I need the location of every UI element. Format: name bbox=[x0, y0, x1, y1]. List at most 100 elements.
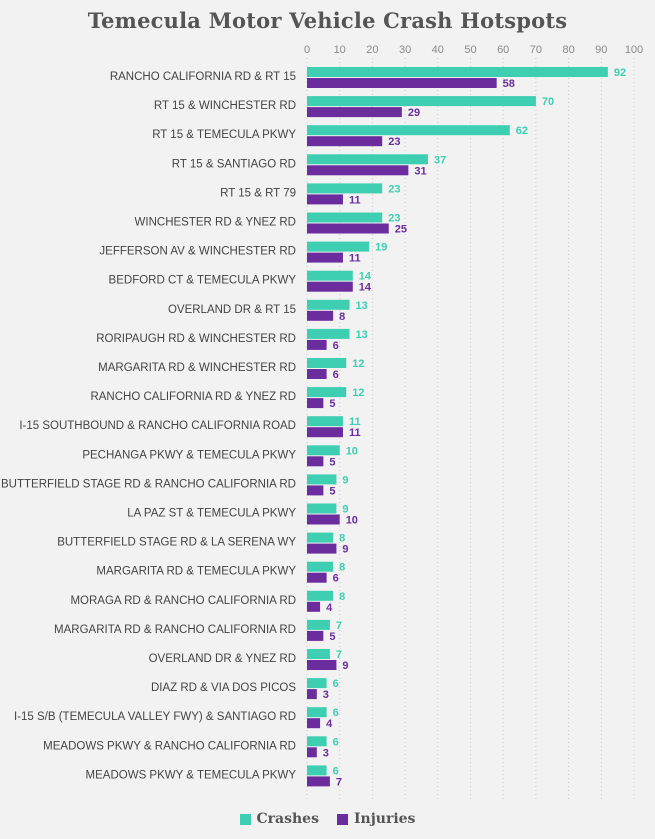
value-label-injuries: 4 bbox=[326, 602, 333, 614]
bar-crashes[interactable] bbox=[307, 503, 337, 514]
bar-crashes[interactable] bbox=[307, 299, 350, 310]
bar-crashes[interactable] bbox=[307, 67, 608, 77]
value-label-crashes: 6 bbox=[333, 736, 339, 748]
bar-crashes[interactable] bbox=[307, 445, 340, 456]
x-tick-label-100: 100 bbox=[625, 44, 643, 56]
value-label-crashes: 70 bbox=[542, 96, 554, 108]
bar-injuries[interactable] bbox=[307, 165, 409, 176]
x-tick-label-80: 80 bbox=[562, 44, 574, 56]
bar-injuries[interactable] bbox=[307, 747, 317, 758]
bar-crashes[interactable] bbox=[307, 707, 327, 718]
value-label-injuries: 5 bbox=[329, 456, 335, 468]
category-labels: RANCHO CALIFORNIA RD & RT 15 RT 15 & WINC… bbox=[1, 71, 296, 781]
legend-swatch-injuries bbox=[336, 813, 348, 825]
bar-injuries[interactable] bbox=[307, 252, 343, 263]
value-label-injuries: 58 bbox=[503, 78, 515, 90]
bar-crashes[interactable] bbox=[307, 736, 327, 747]
bar-injuries[interactable] bbox=[307, 630, 324, 641]
value-label-crashes: 19 bbox=[375, 242, 387, 254]
bar-crashes[interactable] bbox=[307, 270, 353, 281]
legend-item-injuries[interactable]: Injuries bbox=[336, 811, 415, 827]
bar-crashes[interactable] bbox=[307, 678, 327, 689]
bar-injuries[interactable] bbox=[307, 456, 324, 467]
value-label-injuries: 6 bbox=[333, 369, 339, 381]
value-label-injuries: 8 bbox=[339, 311, 345, 323]
value-label-injuries: 31 bbox=[414, 165, 426, 177]
value-label-injuries: 3 bbox=[323, 747, 329, 759]
bar-injuries[interactable] bbox=[307, 310, 334, 321]
category-label: MARGARITA RD & WINCHESTER RD bbox=[98, 362, 296, 374]
bar-crashes[interactable] bbox=[307, 532, 334, 543]
bar-injuries[interactable] bbox=[307, 485, 324, 496]
chart-title: Temecula Motor Vehicle Crash Hotspots bbox=[87, 8, 568, 33]
bar-injuries[interactable] bbox=[307, 601, 321, 612]
bar-crashes[interactable] bbox=[307, 125, 510, 136]
category-label: I-15 S/B (TEMECULA VALLEY FWY) & SANTIAG… bbox=[14, 711, 296, 723]
bar-injuries[interactable] bbox=[307, 136, 383, 147]
bar-crashes[interactable] bbox=[307, 241, 370, 252]
bar-injuries[interactable] bbox=[307, 718, 321, 729]
bar-injuries[interactable] bbox=[307, 689, 317, 700]
bar-crashes[interactable] bbox=[307, 474, 337, 485]
value-label-crashes: 9 bbox=[342, 504, 348, 516]
value-label-crashes: 13 bbox=[356, 329, 368, 341]
bar-crashes[interactable] bbox=[307, 649, 330, 659]
value-label-injuries: 9 bbox=[342, 660, 348, 672]
bar-crashes[interactable] bbox=[307, 590, 334, 601]
value-label-crashes: 23 bbox=[388, 183, 400, 195]
legend-swatch-crashes bbox=[239, 813, 251, 825]
value-label-injuries: 23 bbox=[388, 136, 400, 148]
bars bbox=[307, 67, 608, 787]
bar-injuries[interactable] bbox=[307, 107, 402, 118]
value-label-injuries: 11 bbox=[349, 194, 361, 206]
bar-injuries[interactable] bbox=[307, 194, 343, 205]
value-label-injuries: 3 bbox=[323, 689, 329, 701]
value-label-crashes: 7 bbox=[336, 620, 342, 632]
category-label: JEFFERSON AV & WINCHESTER RD bbox=[99, 246, 296, 258]
x-tick-label-20: 20 bbox=[366, 44, 378, 56]
value-label-injuries: 5 bbox=[329, 398, 335, 410]
x-tick-label-30: 30 bbox=[399, 44, 411, 56]
bar-crashes[interactable] bbox=[307, 387, 347, 398]
bar-crashes[interactable] bbox=[307, 212, 383, 223]
category-label: RT 15 & TEMECULA PKWY bbox=[152, 129, 296, 141]
bar-injuries[interactable] bbox=[307, 427, 343, 438]
value-label-crashes: 9 bbox=[342, 474, 348, 486]
bar-crashes[interactable] bbox=[307, 416, 343, 427]
legend-item-crashes[interactable]: Crashes bbox=[239, 811, 319, 827]
bar-crashes[interactable] bbox=[307, 561, 334, 572]
bar-crashes[interactable] bbox=[307, 765, 327, 776]
bar-crashes[interactable] bbox=[307, 154, 428, 165]
bar-injuries[interactable] bbox=[307, 514, 340, 525]
bar-injuries[interactable] bbox=[307, 543, 337, 554]
bar-crashes[interactable] bbox=[307, 96, 536, 107]
value-label-crashes: 10 bbox=[346, 445, 358, 457]
value-label-crashes: 92 bbox=[614, 67, 626, 79]
bar-injuries[interactable] bbox=[307, 78, 497, 88]
category-label: RT 15 & SANTIAGO RD bbox=[172, 158, 296, 170]
bar-crashes[interactable] bbox=[307, 619, 330, 630]
bar-injuries[interactable] bbox=[307, 281, 353, 292]
bar-injuries[interactable] bbox=[307, 776, 330, 787]
bar-crashes[interactable] bbox=[307, 183, 383, 194]
bar-crashes[interactable] bbox=[307, 328, 350, 339]
bar-injuries[interactable] bbox=[307, 660, 337, 670]
x-tick-label-60: 60 bbox=[497, 44, 509, 56]
value-label-crashes: 6 bbox=[333, 678, 339, 690]
bar-injuries[interactable] bbox=[307, 398, 324, 409]
category-label: MARGARITA RD & TEMECULA PKWY bbox=[96, 566, 296, 578]
bar-injuries[interactable] bbox=[307, 223, 389, 234]
value-label-crashes: 12 bbox=[352, 387, 364, 399]
category-label: MORAGA RD & RANCHO CALIFORNIA RD bbox=[70, 595, 296, 607]
category-label: RORIPAUGH RD & WINCHESTER RD bbox=[96, 333, 296, 345]
bar-injuries[interactable] bbox=[307, 339, 327, 350]
value-label-crashes: 7 bbox=[336, 649, 342, 661]
bar-crashes[interactable] bbox=[307, 358, 347, 368]
bar-injuries[interactable] bbox=[307, 369, 327, 379]
x-tick-label-10: 10 bbox=[334, 44, 346, 56]
value-label-crashes: 13 bbox=[356, 300, 368, 312]
value-label-crashes: 14 bbox=[359, 271, 372, 283]
category-label: BEDFORD CT & TEMECULA PKWY bbox=[109, 275, 297, 287]
bar-injuries[interactable] bbox=[307, 572, 327, 583]
